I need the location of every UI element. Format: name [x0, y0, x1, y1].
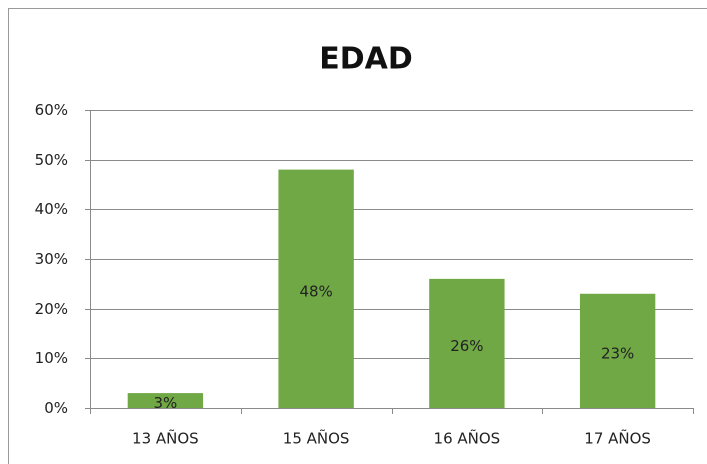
x-tick-label: 16 AÑOS	[434, 429, 501, 448]
data-label: 3%	[153, 394, 177, 412]
y-tick-label: 60%	[35, 101, 68, 119]
y-tick-label: 10%	[35, 349, 68, 367]
x-tick-label: 15 AÑOS	[283, 429, 350, 448]
y-tick-label: 40%	[35, 200, 68, 218]
x-tick-label: 13 AÑOS	[132, 429, 199, 448]
y-tick-label: 0%	[44, 399, 68, 417]
bar	[127, 393, 204, 408]
data-label: 48%	[299, 282, 332, 300]
chart-title: EDAD	[319, 42, 413, 77]
y-tick-label: 20%	[35, 300, 68, 318]
bar	[278, 169, 354, 408]
y-tick-label: 50%	[35, 151, 68, 169]
y-tick-label: 30%	[35, 250, 68, 268]
data-label: 26%	[450, 337, 483, 355]
data-label: 23%	[601, 344, 634, 362]
bar	[579, 293, 656, 408]
bar	[429, 278, 505, 408]
x-tick-label: 17 AÑOS	[584, 429, 651, 448]
